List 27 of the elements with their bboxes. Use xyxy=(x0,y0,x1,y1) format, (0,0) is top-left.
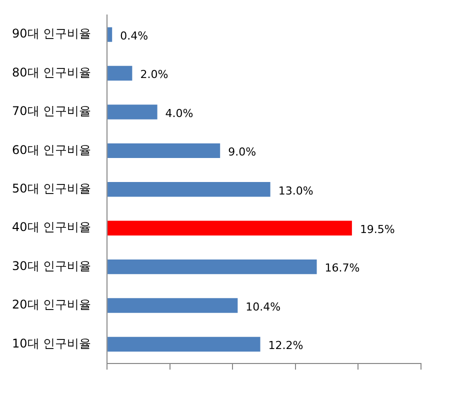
data-label: 12.2% xyxy=(268,339,304,352)
y-tick-label: 80대 인구비율 xyxy=(12,65,92,80)
y-tick-label: 30대 인구비율 xyxy=(12,258,92,273)
y-tick-label: 20대 인구비율 xyxy=(12,298,92,312)
y-tick-label: 70대 인구비율 xyxy=(12,104,92,118)
y-tick-label: 10대 인구비율 xyxy=(12,336,92,350)
bar xyxy=(108,143,220,158)
data-label: 10.4% xyxy=(246,300,281,314)
data-label: 2.0% xyxy=(140,68,168,82)
bar xyxy=(108,66,132,81)
data-label: 19.5% xyxy=(360,222,395,236)
y-tick-label: 90대 인구비율 xyxy=(12,26,92,41)
bar xyxy=(108,220,352,236)
data-label: 13.0% xyxy=(278,184,314,198)
bar xyxy=(108,27,112,42)
data-label: 9.0% xyxy=(228,146,256,159)
bar xyxy=(108,182,270,197)
bar xyxy=(108,336,260,352)
data-label: 4.0% xyxy=(165,106,194,120)
y-tick-label: 60대 인구비율 xyxy=(12,142,92,157)
bar xyxy=(108,104,158,120)
y-tick-label: 50대 인구비율 xyxy=(12,182,92,196)
data-label: 0.4% xyxy=(120,29,148,42)
y-tick-label: 40대 인구비율 xyxy=(12,220,92,234)
data-label: 16.7% xyxy=(324,262,360,275)
bar xyxy=(108,298,238,313)
bar xyxy=(108,259,317,274)
